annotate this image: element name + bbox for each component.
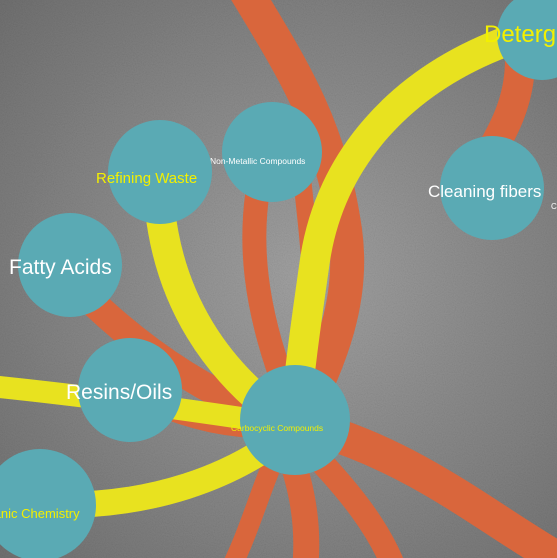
node-resins-oils[interactable]: Resins/Oils [66, 338, 182, 442]
link-orange-right [315, 413, 557, 558]
node-carbocyclic-compounds[interactable]: Carbocyclic Compounds [231, 365, 350, 475]
node-label-cleaning-fibers: Cleaning fibers [428, 182, 541, 201]
node-sublabel-cleaning-fibers: C [551, 202, 557, 211]
node-fatty-acids[interactable]: Fatty Acids [9, 213, 122, 317]
node-label-fatty-acids: Fatty Acids [9, 256, 112, 279]
node-label-carbocyclic: Carbocyclic Compounds [231, 423, 323, 433]
node-detergents[interactable]: Detergents [484, 0, 557, 80]
node-label-non-metallic: Non-Metallic Compounds [210, 156, 305, 166]
node-label-detergents: Detergents [484, 21, 557, 48]
node-label-organic-chemistry: Organic Chemistry [0, 506, 80, 521]
node-label-resins-oils: Resins/Oils [66, 381, 172, 404]
node-label-refining-waste: Refining Waste [96, 170, 197, 187]
node-organic-chemistry[interactable]: Organic Chemistry [0, 449, 96, 558]
node-cleaning-fibers[interactable]: Cleaning fibers C [428, 136, 557, 240]
node-refining-waste[interactable]: Refining Waste [96, 120, 212, 224]
node-non-metallic-compounds[interactable]: Non-Metallic Compounds [210, 102, 322, 202]
link-orange-top-arc [231, 0, 365, 428]
